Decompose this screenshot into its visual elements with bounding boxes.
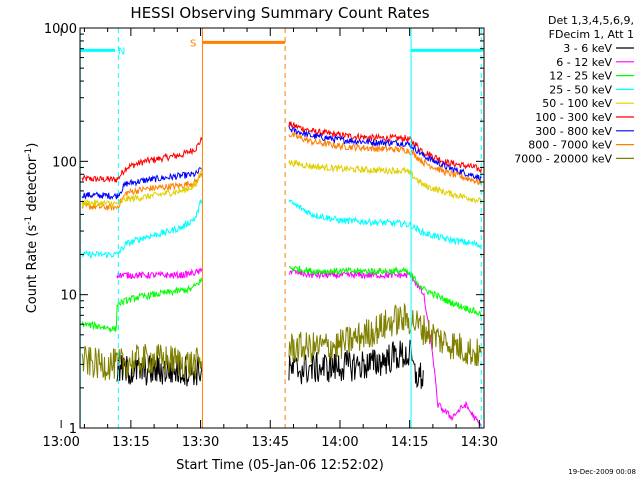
- series-line-8-0: [81, 343, 203, 381]
- x-axis-label: Start Time (05-Jan-06 12:52:02): [176, 458, 384, 473]
- x-tick-label-2: 13:30: [182, 435, 219, 450]
- chart-title: HESSI Observing Summary Count Rates: [130, 4, 429, 22]
- series-line-8-1: [288, 302, 482, 367]
- series-4: [81, 199, 482, 259]
- series-line-1-1: [288, 125, 482, 182]
- legend-label-0: 3 - 6 keV: [563, 42, 612, 55]
- series-line-5-1: [288, 268, 482, 428]
- legend-label-5: 100 - 300 keV: [535, 111, 612, 124]
- series-line-1-0: [81, 167, 203, 201]
- series-3: [81, 159, 482, 209]
- y-axis-label: Count Rate (s-1 detector-1): [24, 143, 40, 314]
- series-line-6-1: [288, 265, 482, 318]
- series-1: [81, 125, 482, 201]
- series-line-3-1: [288, 159, 482, 205]
- series-line-7-0: [116, 354, 203, 387]
- x-tick-label-4: 14:00: [321, 435, 358, 450]
- flag-label-N: N: [118, 46, 125, 57]
- y-tick-label-0: 1: [69, 422, 77, 437]
- series-line-4-0: [81, 199, 203, 259]
- series-6: [81, 265, 482, 334]
- x-tick-label-1: 13:15: [112, 435, 149, 450]
- legend-label-2: 12 - 25 keV: [549, 70, 612, 83]
- axes: 13:00 13:15 13:30 13:45 14:00 14:15 14:30 1 10 10…: [42, 22, 498, 450]
- series-7: [116, 339, 424, 389]
- legend: Det 1,3,4,5,6,9, FDecim 1, Att 1 3 - 6 k…: [514, 14, 634, 165]
- series-line-2-1: [288, 132, 482, 186]
- series-0: [81, 121, 482, 183]
- y-label-part1: Count Rate (s: [25, 225, 40, 314]
- y-tick-label-1: 10: [60, 289, 77, 304]
- legend-label-1: 6 - 12 keV: [556, 56, 612, 69]
- y-tick-label-3: 1000: [44, 22, 77, 37]
- series-layer: [81, 121, 482, 428]
- x-tick-label-0: 13:00: [42, 435, 79, 450]
- y-label-part2: detector: [25, 156, 40, 216]
- series-line-4-1: [288, 199, 482, 250]
- legend-label-8: 7000 - 20000 keV: [514, 152, 612, 165]
- legend-label-7: 800 - 7000 keV: [528, 139, 612, 152]
- y-label-exp2: -1: [24, 148, 34, 157]
- legend-label-3: 25 - 50 keV: [549, 83, 612, 96]
- series-line-6-0: [81, 277, 203, 334]
- series-8: [81, 302, 482, 381]
- legend-header-line1: Det 1,3,4,5,6,9,: [548, 14, 634, 27]
- flag-bars: NS: [80, 38, 484, 57]
- footer-date: 19-Dec-2009 00:08: [568, 468, 636, 476]
- series-line-7-1: [288, 339, 424, 389]
- y-label-exp1: -1: [24, 216, 34, 225]
- legend-label-4: 50 - 100 keV: [542, 97, 612, 110]
- series-line-3-0: [81, 168, 203, 209]
- series-line-0-1: [288, 121, 482, 173]
- x-tick-label-3: 13:45: [252, 435, 289, 450]
- legend-header-line2: FDecim 1, Att 1: [549, 28, 634, 41]
- legend-label-6: 300 - 800 keV: [535, 125, 612, 138]
- series-line-0-0: [81, 137, 203, 183]
- y-label-part3: ): [25, 143, 40, 148]
- flag-label-S: S: [190, 38, 196, 49]
- series-5: [116, 267, 482, 428]
- x-tick-label-5: 14:15: [391, 435, 428, 450]
- plot-frame: [79, 27, 485, 429]
- series-line-5-0: [116, 267, 203, 280]
- y-tick-label-2: 100: [52, 155, 77, 170]
- x-tick-label-6: 14:30: [461, 435, 498, 450]
